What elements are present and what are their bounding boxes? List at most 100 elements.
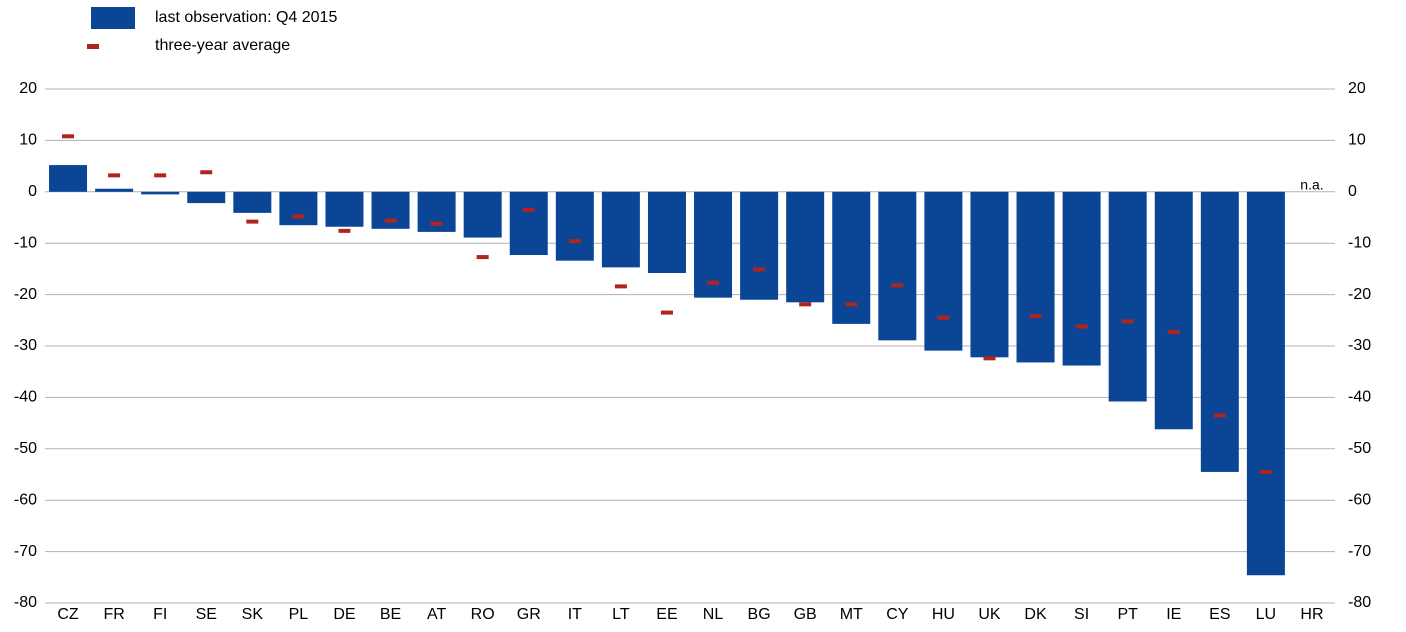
x-tick-label: UK (978, 606, 1001, 623)
x-tick-label: CY (886, 606, 909, 623)
y2-tick-label: -50 (1348, 440, 1371, 457)
y2-tick-label: -60 (1348, 491, 1371, 508)
bar (740, 191, 779, 300)
bar (279, 191, 318, 226)
average-marker (1213, 413, 1226, 418)
x-tick-label: ES (1209, 606, 1230, 623)
average-marker (200, 170, 213, 175)
average-marker (1029, 314, 1042, 319)
bar (1016, 191, 1055, 363)
average-marker (108, 173, 121, 178)
x-tick-label: BG (748, 606, 771, 623)
y-tick-label: -50 (14, 440, 37, 457)
bar (141, 191, 180, 195)
y2-tick-label: -40 (1348, 389, 1371, 406)
bar (647, 191, 686, 274)
bar (1246, 191, 1285, 576)
y-tick-label: -80 (14, 594, 37, 611)
x-tick-label: LT (612, 606, 630, 623)
annotation: n.a. (1300, 177, 1323, 193)
x-tick-label: FR (103, 606, 124, 623)
bar (49, 165, 88, 192)
average-marker (522, 207, 535, 212)
x-tick-label: DK (1024, 606, 1047, 623)
average-marker (1075, 324, 1088, 329)
bar (878, 191, 917, 341)
bar (970, 191, 1009, 358)
x-tick-label: SE (196, 606, 217, 623)
y2-tick-label: 10 (1348, 132, 1366, 149)
average-marker (154, 173, 167, 178)
x-tick-label: FI (153, 606, 167, 623)
x-tick-label: HU (932, 606, 955, 623)
bar (187, 191, 226, 204)
y2-tick-label: 20 (1348, 80, 1366, 97)
x-tick-label: GR (517, 606, 541, 623)
x-tick-label: BE (380, 606, 401, 623)
bar (786, 191, 825, 303)
average-marker (338, 228, 351, 233)
y2-tick-label: -80 (1348, 594, 1371, 611)
average-marker (753, 267, 766, 272)
y-tick-label: -70 (14, 543, 37, 560)
bar (1154, 191, 1193, 430)
x-tick-label: CZ (57, 606, 79, 623)
x-tick-label: DE (333, 606, 355, 623)
bar (371, 191, 410, 229)
y-tick-label: -60 (14, 491, 37, 508)
bar (509, 191, 548, 256)
y2-tick-label: -70 (1348, 543, 1371, 560)
bar (325, 191, 364, 227)
average-marker (1167, 330, 1180, 335)
x-tick-label: RO (471, 606, 495, 623)
average-marker (568, 239, 581, 244)
bar (1200, 191, 1239, 472)
x-tick-label: LU (1256, 606, 1276, 623)
average-marker (1259, 469, 1272, 474)
bar (832, 191, 871, 324)
bar (95, 188, 134, 192)
x-tick-label: IE (1166, 606, 1181, 623)
average-marker (384, 218, 397, 223)
bar (1108, 191, 1147, 402)
average-marker (937, 315, 950, 320)
average-marker (430, 221, 443, 226)
average-marker (983, 356, 996, 361)
x-tick-label: NL (703, 606, 724, 623)
x-tick-label: EE (656, 606, 677, 623)
average-marker (1121, 319, 1134, 324)
y-tick-label: 0 (28, 183, 37, 200)
x-tick-label: GB (794, 606, 817, 623)
y-tick-label: 10 (19, 132, 37, 149)
x-tick-label: MT (840, 606, 863, 623)
y2-tick-label: -10 (1348, 234, 1371, 251)
average-marker (292, 214, 305, 219)
average-marker (62, 134, 75, 139)
y-tick-label: -40 (14, 389, 37, 406)
y2-tick-label: -20 (1348, 286, 1371, 303)
bar (1062, 191, 1101, 366)
legend-swatch-dash (87, 44, 99, 49)
x-tick-label: SI (1074, 606, 1089, 623)
x-tick-label: PL (289, 606, 309, 623)
average-marker (707, 280, 720, 285)
y-tick-label: 20 (19, 80, 37, 97)
average-marker (476, 255, 489, 260)
bar (924, 191, 963, 351)
x-tick-label: PT (1117, 606, 1138, 623)
bar (555, 191, 594, 261)
y2-tick-label: -30 (1348, 337, 1371, 354)
bar (463, 191, 502, 238)
average-marker (246, 219, 259, 224)
legend-swatch-bar (91, 7, 135, 29)
average-marker (891, 283, 904, 288)
x-tick-label: AT (427, 606, 446, 623)
average-marker (799, 302, 812, 307)
x-tick-label: SK (242, 606, 264, 623)
average-marker (614, 284, 627, 289)
average-marker (845, 302, 858, 307)
y-tick-label: -20 (14, 286, 37, 303)
x-tick-label: HR (1300, 606, 1323, 623)
y2-tick-label: 0 (1348, 183, 1357, 200)
